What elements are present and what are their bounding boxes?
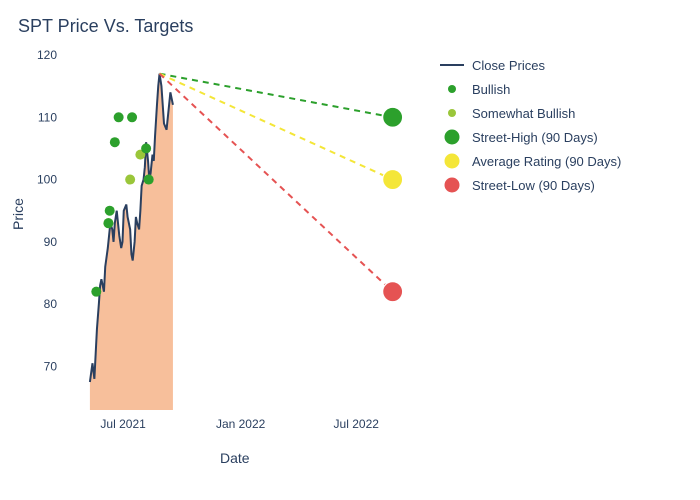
chart-container: SPT Price Vs. Targets Price Date 70 80 90 1…	[0, 0, 700, 500]
legend-item[interactable]: Average Rating (90 Days)	[440, 152, 621, 170]
x-axis-label: Date	[220, 450, 250, 466]
svg-text:90: 90	[44, 235, 58, 249]
legend-item[interactable]: Somewhat Bullish	[440, 104, 621, 122]
legend-swatch	[440, 104, 464, 122]
legend-swatch	[440, 80, 464, 98]
legend-swatch	[440, 56, 464, 74]
legend-swatch	[440, 176, 464, 194]
svg-text:70: 70	[44, 359, 58, 373]
chart-title: SPT Price Vs. Targets	[18, 16, 193, 37]
legend-label: Close Prices	[472, 58, 545, 73]
legend-item[interactable]: Street-Low (90 Days)	[440, 176, 621, 194]
legend-label: Average Rating (90 Days)	[472, 154, 621, 169]
legend-label: Street-High (90 Days)	[472, 130, 598, 145]
legend-label: Bullish	[472, 82, 510, 97]
svg-text:80: 80	[44, 297, 58, 311]
legend-item[interactable]: Street-High (90 Days)	[440, 128, 621, 146]
legend-item[interactable]: Close Prices	[440, 56, 621, 74]
legend-item[interactable]: Bullish	[440, 80, 621, 98]
legend-swatch	[440, 152, 464, 170]
svg-text:Jul 2021: Jul 2021	[100, 417, 146, 431]
svg-text:Jan 2022: Jan 2022	[216, 417, 266, 431]
y-axis-label: Price	[10, 198, 26, 230]
svg-text:120: 120	[37, 48, 57, 62]
legend: Close Prices Bullish Somewhat Bullish Stree…	[440, 56, 621, 200]
legend-label: Street-Low (90 Days)	[472, 178, 595, 193]
legend-label: Somewhat Bullish	[472, 106, 575, 121]
svg-text:100: 100	[37, 173, 57, 187]
svg-text:Jul 2022: Jul 2022	[334, 417, 380, 431]
legend-swatch	[440, 128, 464, 146]
svg-text:110: 110	[38, 110, 57, 124]
